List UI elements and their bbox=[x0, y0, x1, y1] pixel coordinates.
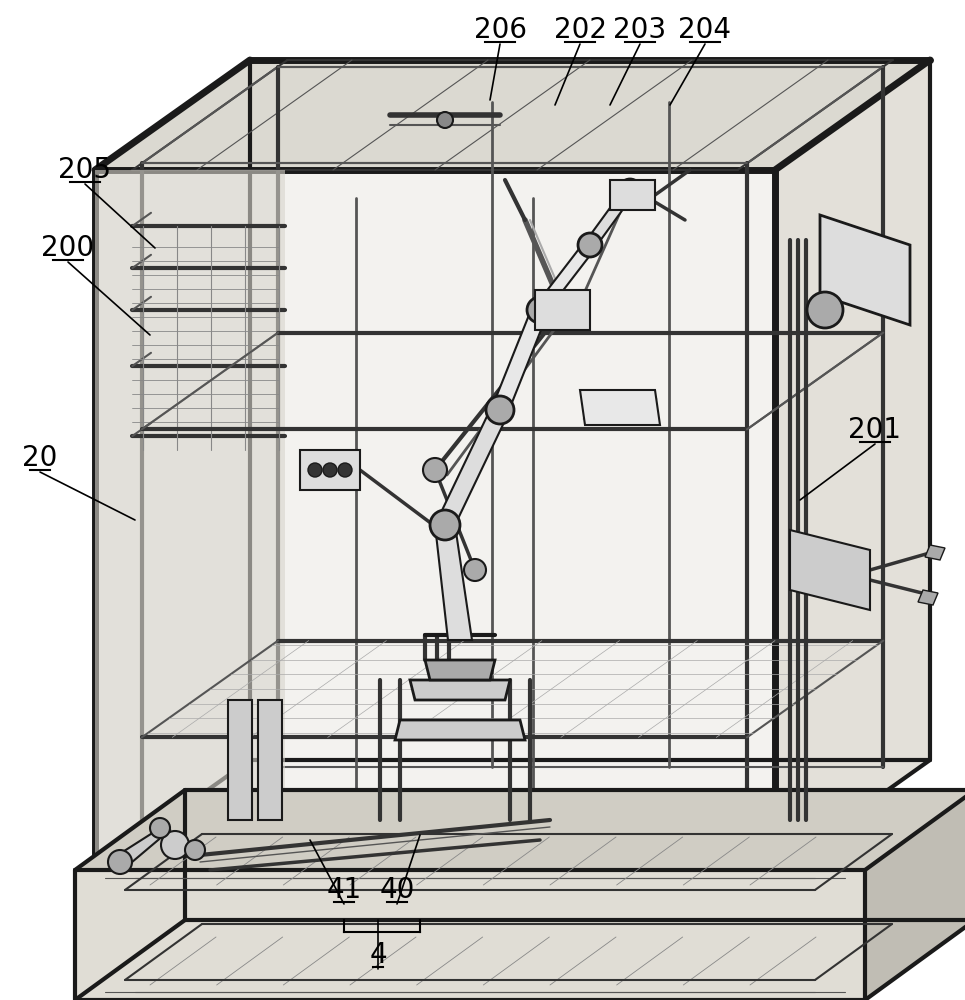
Text: 20: 20 bbox=[22, 444, 58, 472]
Text: 41: 41 bbox=[326, 876, 362, 904]
Polygon shape bbox=[258, 700, 282, 820]
Polygon shape bbox=[75, 790, 965, 870]
Polygon shape bbox=[491, 310, 549, 410]
Circle shape bbox=[185, 840, 205, 860]
Polygon shape bbox=[535, 290, 590, 330]
Text: 201: 201 bbox=[848, 416, 901, 444]
Text: 200: 200 bbox=[41, 234, 95, 262]
Polygon shape bbox=[228, 700, 252, 820]
Circle shape bbox=[323, 463, 337, 477]
Text: 4: 4 bbox=[370, 941, 387, 969]
Polygon shape bbox=[918, 590, 938, 605]
Polygon shape bbox=[410, 680, 510, 700]
Polygon shape bbox=[110, 825, 170, 868]
Circle shape bbox=[486, 396, 514, 424]
Circle shape bbox=[619, 179, 641, 201]
Polygon shape bbox=[95, 170, 775, 870]
Circle shape bbox=[150, 818, 170, 838]
Text: 204: 204 bbox=[678, 16, 731, 44]
Polygon shape bbox=[395, 720, 525, 740]
Polygon shape bbox=[610, 180, 655, 210]
Polygon shape bbox=[790, 530, 870, 610]
Polygon shape bbox=[435, 410, 510, 525]
Circle shape bbox=[807, 292, 843, 328]
Circle shape bbox=[161, 831, 189, 859]
Polygon shape bbox=[580, 390, 660, 425]
Polygon shape bbox=[820, 215, 910, 325]
Polygon shape bbox=[75, 870, 865, 1000]
Polygon shape bbox=[865, 790, 965, 1000]
Polygon shape bbox=[95, 170, 286, 870]
Circle shape bbox=[308, 463, 322, 477]
Circle shape bbox=[338, 463, 352, 477]
Polygon shape bbox=[95, 60, 930, 170]
Circle shape bbox=[464, 559, 486, 581]
Polygon shape bbox=[300, 450, 360, 490]
Polygon shape bbox=[775, 60, 930, 870]
Text: 202: 202 bbox=[554, 16, 606, 44]
Circle shape bbox=[423, 458, 447, 482]
Circle shape bbox=[108, 850, 132, 874]
Circle shape bbox=[578, 233, 602, 257]
Text: 203: 203 bbox=[614, 16, 667, 44]
Polygon shape bbox=[425, 660, 495, 680]
Polygon shape bbox=[435, 525, 472, 640]
Text: 205: 205 bbox=[59, 156, 112, 184]
Circle shape bbox=[437, 112, 453, 128]
Polygon shape bbox=[925, 545, 945, 560]
Circle shape bbox=[527, 297, 553, 323]
Text: 40: 40 bbox=[379, 876, 415, 904]
Polygon shape bbox=[583, 190, 637, 245]
Polygon shape bbox=[532, 245, 598, 310]
Text: 206: 206 bbox=[474, 16, 527, 44]
Circle shape bbox=[430, 510, 460, 540]
